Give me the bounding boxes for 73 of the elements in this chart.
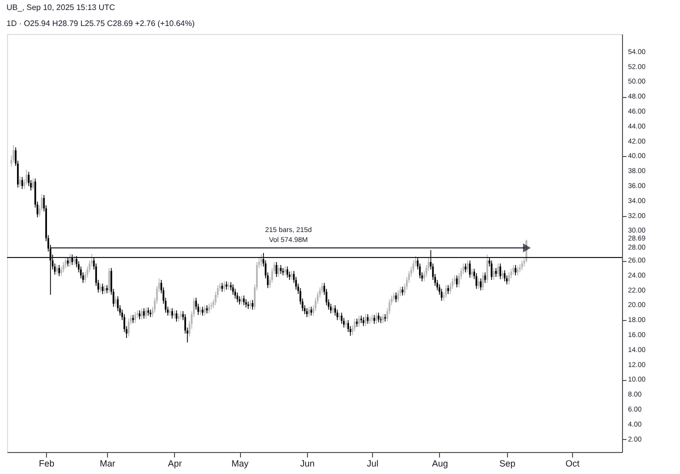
candlestick [143, 308, 145, 320]
candlestick [476, 272, 478, 290]
candlestick [482, 272, 484, 291]
candlestick [171, 308, 174, 320]
candlestick [238, 296, 240, 305]
candlestick [521, 260, 523, 271]
candlestick [508, 272, 510, 285]
candlestick [140, 308, 143, 320]
candlestick [354, 318, 356, 332]
candlestick [282, 268, 284, 276]
candlestick [232, 284, 234, 296]
candlestick [384, 314, 386, 322]
x-tick-label: Feb [38, 458, 54, 468]
candlestick [369, 316, 371, 324]
candlestick [364, 314, 366, 326]
candlestick [236, 292, 238, 303]
candlestick [132, 314, 134, 324]
candlestick [150, 309, 152, 318]
x-tick-label: Aug [432, 458, 448, 468]
candlestick [176, 310, 178, 322]
candlestick [308, 306, 310, 318]
candlestick [340, 312, 343, 324]
x-tick-label: Jul [366, 458, 378, 468]
candlestick [376, 312, 378, 324]
candlestick [200, 306, 202, 316]
candlestick [32, 178, 34, 190]
candlestick [445, 284, 447, 298]
candlestick [345, 320, 347, 328]
candlestick [102, 283, 104, 294]
candlestick [358, 315, 360, 328]
candlestick [204, 304, 206, 316]
candlestick [223, 280, 226, 292]
x-tick-label: Apr [168, 458, 182, 468]
candlestick [334, 304, 336, 316]
candlestick [504, 270, 506, 282]
candlestick [260, 254, 262, 267]
chart-title: UB_, Sep 10, 2025 15:13 UTC [6, 3, 116, 12]
x-tick-label: Mar [100, 458, 116, 468]
candlestick [180, 310, 182, 320]
x-tick-label: May [232, 458, 250, 468]
candlestick [478, 278, 480, 290]
candlestick [336, 309, 338, 321]
candlestick [395, 292, 397, 303]
candlestick [64, 257, 67, 268]
x-tick-label: Oct [566, 458, 580, 468]
candlestick [378, 312, 380, 323]
candlestick [321, 282, 323, 294]
candlestick [145, 307, 147, 320]
candlestick [366, 314, 369, 324]
candlestick [371, 314, 373, 323]
candlestick [356, 318, 358, 328]
candlestick [484, 272, 486, 284]
candlestick [519, 264, 521, 273]
candlestick [206, 304, 208, 314]
candlestick [332, 304, 334, 314]
candlestick [12, 144, 14, 163]
candlestick [208, 303, 210, 314]
candlestick [169, 308, 171, 316]
x-tick-label: Sep [499, 458, 516, 468]
candlestick [62, 262, 64, 273]
x-tick-label: Jun [300, 458, 315, 468]
candlestick [252, 300, 254, 310]
candlestick [514, 264, 516, 276]
candlestick [276, 262, 278, 278]
candlestick [338, 312, 340, 321]
candlestick [330, 303, 332, 314]
candlestick [56, 264, 58, 276]
candlestick [69, 253, 71, 267]
candlestick [226, 280, 228, 290]
candlestick [26, 169, 28, 185]
candlestick [106, 284, 108, 294]
candlestick [19, 176, 21, 188]
chart-subtitle: 1D · O25.94 H28.79 L25.75 C28.69 +2.76 (+10.64%) [6, 19, 195, 28]
